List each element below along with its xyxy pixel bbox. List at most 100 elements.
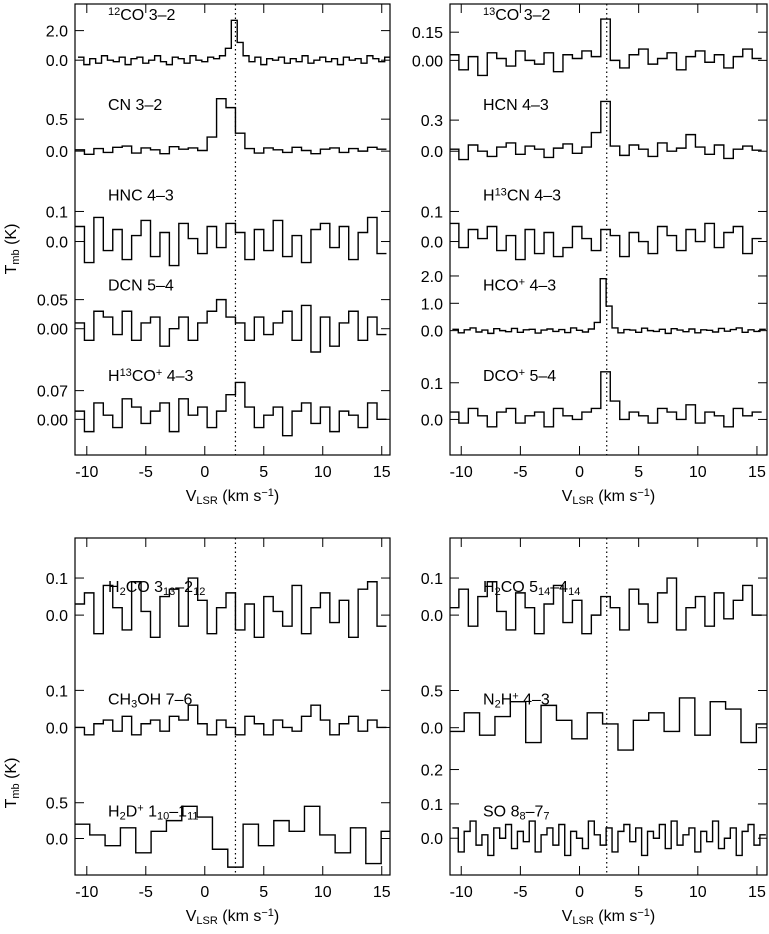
spectrum-label: HCO+ 4–3	[483, 277, 556, 295]
text-segment: H	[483, 187, 495, 204]
y-tick-label: 0.0	[46, 608, 68, 625]
text-segment: −1	[637, 487, 650, 499]
spectrum-label: CH3OH 7–6	[108, 691, 192, 710]
text-segment: +	[519, 367, 525, 379]
text-segment: 13	[495, 186, 507, 198]
text-segment: −1	[261, 487, 274, 499]
text-segment: 13	[120, 367, 132, 379]
text-segment: 13	[163, 586, 175, 598]
text-segment: N	[483, 691, 495, 708]
text-segment: D	[126, 804, 138, 821]
text-segment: 12	[108, 6, 120, 18]
text-segment: (km s	[594, 488, 638, 505]
spectrum-label: H2CO 313–212	[108, 579, 205, 598]
text-segment: CN 4–3	[507, 187, 561, 204]
text-segment: V	[186, 488, 197, 505]
text-segment: –1	[169, 804, 187, 821]
y-tick-label: 0.0	[421, 831, 443, 848]
text-segment: +	[512, 690, 518, 702]
spectrum-label: HNC 4–3	[108, 187, 174, 204]
spectrum	[75, 97, 387, 156]
text-segment: 1	[144, 804, 157, 821]
y-tick-label: 0.1	[46, 571, 68, 588]
text-segment: 4–3	[525, 278, 556, 295]
spectrum	[450, 371, 762, 428]
text-segment: )	[274, 908, 279, 925]
x-tick-label: 15	[748, 884, 766, 901]
text-segment: 8	[519, 811, 525, 823]
x-axis-label: VLSR (km s−1)	[186, 487, 280, 507]
text-segment: H	[108, 804, 120, 821]
text-segment: H	[108, 579, 120, 596]
x-axis-label: VLSR (km s−1)	[562, 907, 656, 927]
spectrum	[75, 704, 387, 736]
text-segment: 14	[568, 586, 580, 598]
spectra	[450, 577, 767, 857]
y-tick-label: 0.1	[46, 204, 68, 221]
text-segment: )	[274, 488, 279, 505]
text-segment: V	[562, 908, 573, 925]
y-tick-label: 0.07	[37, 384, 68, 401]
x-tick-label: -10	[75, 884, 98, 901]
text-segment: HNC 4–3	[108, 187, 174, 204]
x-axis-label: VLSR (km s−1)	[562, 487, 656, 507]
text-segment: H	[108, 368, 120, 385]
spectrum	[75, 381, 387, 437]
text-segment: CO	[132, 368, 156, 385]
spectrum-label: N2H+ 4–3	[483, 690, 550, 710]
x-tick-label: 10	[314, 884, 332, 901]
y-tick-label: 0.0	[421, 608, 443, 625]
plot-frame	[449, 3, 768, 456]
spectrum	[450, 697, 767, 751]
spectrum-label: 13CO 3–2	[483, 6, 550, 24]
spectra	[450, 18, 766, 428]
x-tick-label: 5	[634, 884, 643, 901]
text-segment: (km s	[218, 488, 262, 505]
spectrum	[450, 577, 762, 635]
text-segment: )	[650, 488, 655, 505]
text-segment: +	[519, 277, 525, 289]
text-segment: H	[483, 579, 495, 596]
text-segment: CH	[108, 691, 131, 708]
text-segment: SO 8	[483, 804, 520, 821]
text-segment: DCN 5–4	[108, 278, 174, 295]
spectrum	[450, 100, 762, 161]
spectrum-label: DCO+ 5–4	[483, 367, 556, 385]
text-segment: –7	[526, 804, 544, 821]
y-tick-label: 0.00	[412, 53, 443, 70]
text-segment: 2	[495, 586, 501, 598]
x-tick-label: -5	[513, 464, 527, 481]
y-tick-label: 0.0	[46, 144, 68, 161]
text-segment: 11	[187, 811, 198, 823]
text-segment: CO 3–2	[495, 7, 550, 24]
x-tick-label: 5	[259, 464, 268, 481]
y-tick-label: 0.0	[46, 53, 68, 70]
y-tick-label: 0.05	[37, 293, 68, 310]
x-tick-label: 15	[748, 464, 766, 481]
text-segment: CO 3–2	[120, 7, 175, 24]
text-segment: V	[186, 908, 197, 925]
text-segment: 10	[157, 811, 169, 823]
text-segment: )	[650, 908, 655, 925]
text-segment: (km s	[594, 908, 638, 925]
text-segment: CN 3–2	[108, 97, 162, 114]
spectrum	[450, 222, 762, 261]
spectrum	[75, 577, 387, 639]
y-tick-label: 0.0	[46, 235, 68, 252]
spectrum-label: H13CN 4–3	[483, 186, 561, 204]
text-segment: LSR	[196, 495, 217, 507]
text-segment: 12	[193, 586, 205, 598]
spectrum	[452, 820, 766, 857]
y-axis-label: Tmb (K)	[3, 224, 22, 275]
plot-frame	[74, 537, 391, 876]
text-segment: LSR	[572, 915, 593, 927]
x-tick-label: 10	[314, 464, 332, 481]
y-tick-label: 0.5	[46, 796, 68, 813]
text-segment: HCO	[483, 278, 519, 295]
x-tick-label: 0	[575, 464, 584, 481]
y-tick-label: 2.0	[46, 24, 68, 41]
text-segment: 2	[120, 586, 126, 598]
text-segment: 13	[483, 6, 495, 18]
